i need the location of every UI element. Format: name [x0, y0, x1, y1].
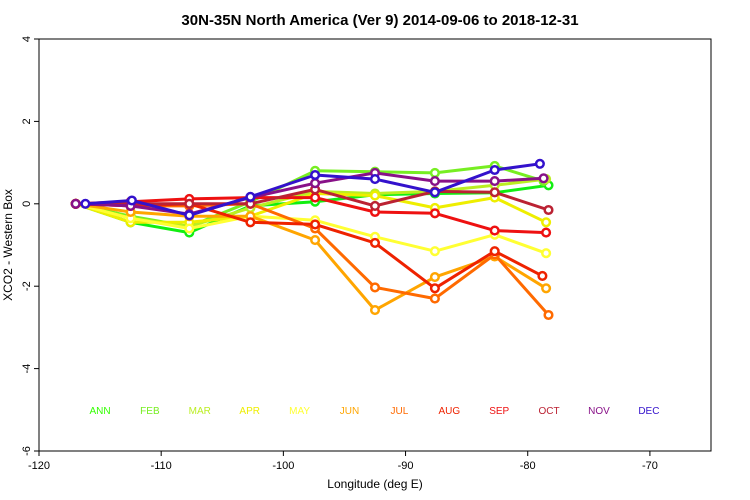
data-point — [184, 198, 195, 209]
data-point — [429, 283, 440, 294]
chart-title: 30N-35N North America (Ver 9) 2014-09-06… — [181, 12, 578, 29]
series-dec — [80, 158, 545, 221]
data-point — [369, 282, 381, 293]
data-point — [541, 217, 552, 228]
data-point — [310, 178, 321, 189]
data-point — [369, 190, 381, 201]
legend-item: SEP — [489, 406, 509, 417]
legend: ANN FEB MAR APR MAY JUN JUL AUG SEP OCT NOV DEC — [89, 406, 659, 417]
y-axis-label: XCO2 - Western Box — [1, 189, 15, 301]
data-point — [489, 246, 500, 257]
data-point — [369, 305, 381, 316]
x-tick-label: -120 — [28, 460, 50, 472]
data-point — [369, 174, 381, 185]
data-point — [489, 225, 500, 236]
y-tick-label: 0 — [21, 201, 33, 207]
x-tick-label: -100 — [272, 460, 294, 472]
data-point — [489, 187, 500, 198]
legend-item: MAY — [289, 406, 310, 417]
data-point — [429, 272, 440, 283]
y-tick-label: 2 — [21, 118, 33, 124]
data-point — [126, 195, 137, 206]
legend-item: OCT — [539, 406, 560, 417]
data-point — [429, 293, 440, 304]
x-tick-label: -110 — [151, 460, 172, 472]
plot-frame — [38, 38, 712, 452]
legend-item: APR — [239, 406, 260, 417]
data-point — [310, 235, 321, 246]
legend-item: NOV — [588, 406, 610, 417]
legend-item: JUL — [391, 406, 409, 417]
data-point — [541, 227, 552, 238]
y-tick-label: -2 — [21, 281, 33, 291]
series-line — [75, 202, 544, 290]
data-point — [70, 198, 81, 209]
data-point — [429, 176, 440, 187]
data-point — [534, 158, 545, 169]
data-point — [80, 198, 91, 209]
data-point — [184, 223, 195, 234]
data-point — [489, 176, 500, 187]
x-tick-label: -90 — [398, 460, 414, 472]
legend-item: FEB — [140, 406, 160, 417]
x-axis: -120 -110 -100 -90 -80 -70 — [28, 451, 658, 472]
x-axis-label: Longitude (deg E) — [327, 477, 422, 491]
data-point — [429, 187, 440, 198]
legend-item: MAR — [189, 406, 211, 417]
legend-item: ANN — [89, 406, 110, 417]
data-point — [310, 169, 321, 181]
y-tick-label: -4 — [21, 364, 33, 374]
data-point — [369, 200, 381, 211]
data-point — [429, 208, 440, 219]
data-point — [543, 204, 554, 216]
data-point — [538, 173, 549, 184]
data-point — [541, 248, 552, 259]
data-point — [429, 246, 440, 257]
data-point — [184, 210, 195, 221]
legend-item: AUG — [438, 406, 460, 417]
data-point — [543, 309, 554, 321]
y-tick-label: 4 — [21, 36, 33, 42]
y-axis: -6 -4 -2 0 2 4 — [21, 36, 39, 456]
data-point — [541, 283, 552, 294]
data-point — [369, 237, 381, 248]
x-tick-label: -80 — [520, 460, 536, 472]
series-layer — [70, 158, 554, 321]
data-point — [310, 192, 321, 203]
data-point — [310, 219, 321, 230]
data-point — [245, 217, 256, 228]
data-point — [537, 270, 548, 281]
legend-item: DEC — [638, 406, 659, 417]
data-point — [489, 164, 500, 176]
legend-item: JUN — [340, 406, 359, 417]
x-tick-label: -70 — [642, 460, 658, 472]
data-point — [245, 191, 256, 202]
y-tick-label: -6 — [21, 446, 33, 456]
data-point — [429, 167, 440, 178]
